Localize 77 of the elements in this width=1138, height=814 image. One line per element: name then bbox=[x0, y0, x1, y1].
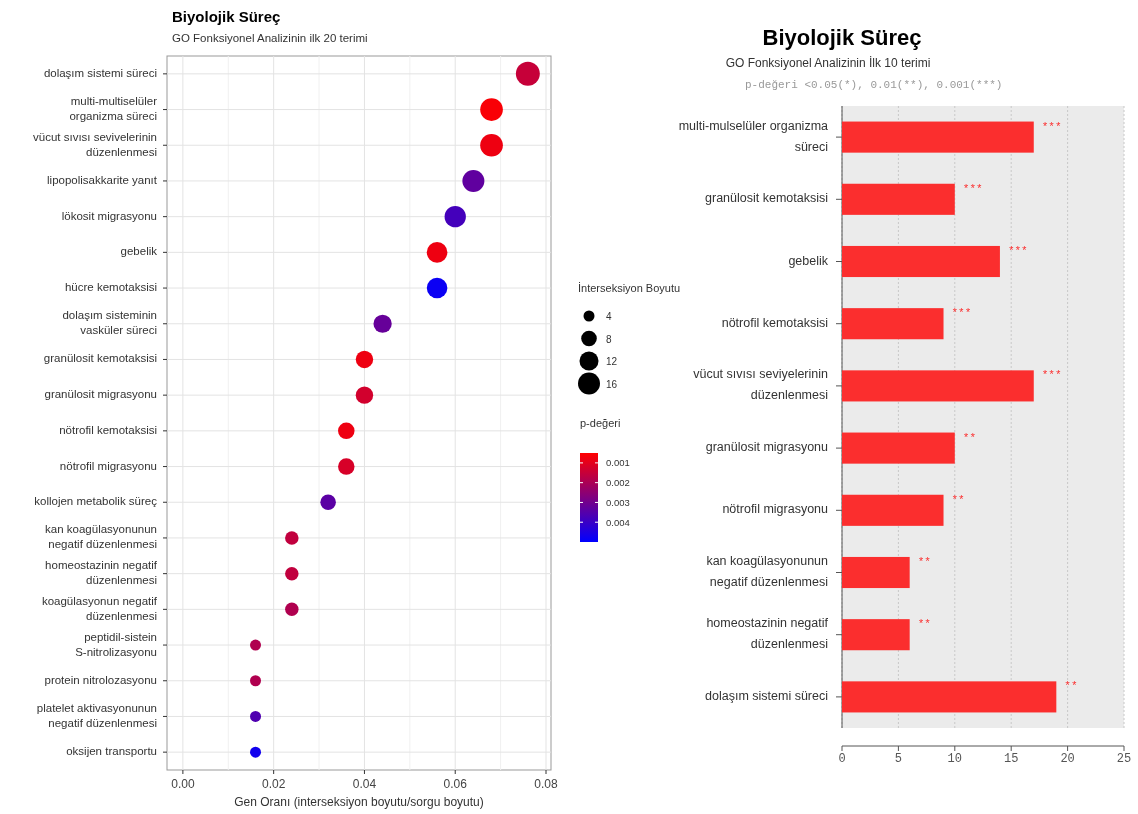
data-label: *** bbox=[1041, 369, 1062, 382]
y-tick-label: kan koagülasyonunun negatif düzenlenmesi bbox=[45, 523, 157, 551]
x-tick-label: 0.08 bbox=[534, 777, 559, 791]
y-tick-label: lökosit migrasyonu bbox=[61, 209, 157, 222]
color-bar-label: 0.001 bbox=[606, 457, 630, 469]
y-tick-label: granülosit kemotaksisi bbox=[43, 352, 157, 365]
bar bbox=[842, 370, 1034, 402]
x-tick-label: 20 bbox=[1060, 752, 1075, 766]
x-tick-label: 0.02 bbox=[261, 777, 286, 791]
y-tick-label: nötrofil migrasyonu bbox=[59, 459, 157, 472]
y-tick-label: platelet aktivasyonunun negatif düzenlenmesi bbox=[36, 701, 157, 729]
y-tick-label: nötrofil migrasyonu bbox=[722, 502, 829, 517]
y-tick-label: dolaşım sistemi süreci bbox=[705, 689, 828, 704]
x-tick-label: 0 bbox=[838, 752, 846, 766]
y-tick-label: homeostazinin negatif düzenlenmesi bbox=[45, 559, 158, 587]
y-tick-label: granülosit migrasyonu bbox=[44, 388, 157, 401]
legend-label: 12 bbox=[606, 356, 618, 367]
data-label: *** bbox=[951, 307, 972, 320]
bar bbox=[842, 681, 1057, 713]
y-tick-label: kollojen metabolik süreç bbox=[34, 495, 158, 508]
x-tick-label: 0.06 bbox=[443, 777, 468, 791]
x-tick-label: 10 bbox=[947, 752, 962, 766]
y-tick-label: nötrofil kemotaksisi bbox=[59, 423, 157, 436]
y-tick-label: kan koagülasyonunun negatif düzenlenmesi bbox=[706, 554, 829, 590]
bar bbox=[842, 494, 944, 526]
bar bbox=[842, 245, 1000, 278]
data-label: *** bbox=[962, 182, 983, 195]
x-tick-label: 0.04 bbox=[352, 777, 377, 791]
y-tick-label: multi-multiselüler organizma süreci bbox=[69, 95, 158, 123]
legend-label: 8 bbox=[606, 333, 612, 345]
y-tick-label: lipopolisakkarite yanıt bbox=[47, 173, 158, 186]
data-label: *** bbox=[1041, 120, 1062, 133]
data-label: ** bbox=[917, 555, 931, 568]
legend-label: 16 bbox=[606, 378, 618, 390]
bar bbox=[842, 556, 910, 589]
x-axis-title: Gen Oranı (interseksiyon boyutu/sorgu boyutu) bbox=[234, 795, 484, 809]
y-tick-label: dolaşım sisteminin vasküler süreci bbox=[62, 309, 157, 337]
y-tick-label: homeostazinin negatif düzenlenmesi bbox=[706, 616, 829, 652]
y-tick-label: nötrofil kemotaksisi bbox=[721, 316, 828, 330]
color-bar-label: 0.004 bbox=[606, 516, 630, 528]
data-label: ** bbox=[962, 431, 976, 444]
chart-subtitle: GO Fonksiyonel Analizinin İlk 10 terimi bbox=[725, 56, 931, 70]
x-tick-label: 25 bbox=[1116, 752, 1132, 766]
y-tick-label: hücre kemotaksisi bbox=[64, 281, 157, 294]
y-tick-label: vücut sıvısı seviyelerinin düzenlenmesi bbox=[693, 367, 829, 403]
x-tick-label: 15 bbox=[1004, 752, 1019, 766]
y-tick-label: gebelik bbox=[788, 253, 829, 268]
y-tick-label: oksijen transportu bbox=[66, 745, 157, 758]
y-tick-label: dolaşım sistemi süreci bbox=[43, 66, 157, 79]
x-tick-label: 5 bbox=[894, 752, 902, 766]
y-tick-label: multi-mulselüler organizma süreci bbox=[678, 118, 829, 154]
legend-title: İnterseksiyon Boyutu bbox=[578, 282, 681, 294]
y-tick-label: koagülasyonun negatif düzenlenmesi bbox=[41, 594, 158, 622]
y-tick-label: peptidil-sistein S-nitrolizasyonu bbox=[75, 630, 157, 658]
chart-subtitle: GO Fonksiyonel Analizinin ilk 20 terimi bbox=[172, 32, 368, 44]
bar bbox=[842, 619, 910, 651]
y-tick-label: granülosit kemotaksisi bbox=[705, 191, 828, 206]
chart-title: Biyolojik Süreç bbox=[172, 8, 281, 25]
color-bar-label: 0.002 bbox=[606, 477, 630, 489]
y-tick-label: vücut sıvısı sevivelerinin düzenlenmesi bbox=[33, 130, 157, 158]
y-tick-label: gebelik bbox=[120, 245, 158, 258]
color-bar-title: p-değeri bbox=[580, 417, 621, 429]
bar bbox=[842, 121, 1034, 153]
text: p-değeri <0.05(*), 0.01(**), 0.001(***) bbox=[745, 79, 1003, 91]
x-tick-label: 0.00 bbox=[171, 777, 195, 791]
color-bar-label: 0.003 bbox=[606, 496, 630, 508]
data-label: *** bbox=[1007, 244, 1028, 257]
chart-title: Biyolojik Süreç bbox=[762, 25, 922, 50]
y-tick-label: protein nitrolozasyonu bbox=[44, 673, 157, 686]
y-tick-label: granülosit migrasyonu bbox=[705, 440, 829, 455]
data-label: ** bbox=[917, 618, 931, 631]
data-label: ** bbox=[1064, 680, 1078, 693]
bar bbox=[842, 308, 944, 340]
bar bbox=[842, 432, 955, 464]
legend-label: 4 bbox=[606, 311, 612, 322]
bar bbox=[842, 183, 955, 215]
data-label: ** bbox=[951, 493, 965, 506]
